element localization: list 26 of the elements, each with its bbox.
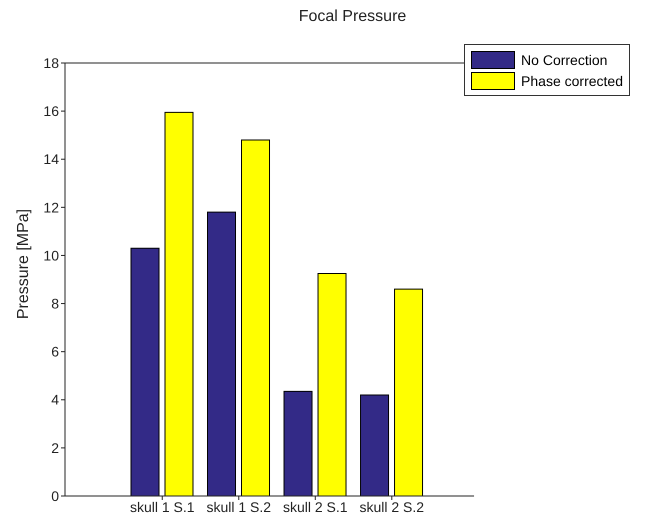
y-tick-label: 14 (43, 151, 60, 168)
legend-label: No Correction (521, 52, 608, 68)
y-tick-label: 6 (51, 344, 60, 360)
bar (130, 248, 160, 496)
x-tick-label: skull 2 S.1 (282, 498, 348, 515)
y-tick-label: 16 (43, 103, 60, 120)
y-tick-label: 18 (43, 54, 60, 71)
y-axis-title: Pressure [MPa] (15, 208, 33, 320)
bar (284, 390, 313, 496)
legend-label: Phase corrected (521, 72, 623, 88)
bar (394, 288, 424, 496)
x-tick-label: skull 1 S.1 (130, 498, 195, 515)
bar (207, 212, 236, 496)
y-tick-label: 4 (51, 392, 60, 408)
y-tick-label: 10 (43, 247, 60, 264)
chart-title: Focal Pressure (298, 8, 408, 26)
bar (360, 394, 390, 496)
y-tick-label: 12 (43, 199, 60, 216)
y-tick-label: 8 (51, 296, 60, 312)
y-tick-label: 0 (51, 488, 60, 504)
x-tick-label: skull 2 S.2 (359, 498, 424, 515)
bar (164, 112, 194, 496)
x-tick-label: skull 1 S.2 (206, 498, 272, 515)
y-tick-label: 2 (51, 440, 60, 456)
bar (241, 139, 270, 496)
bar (318, 272, 347, 496)
